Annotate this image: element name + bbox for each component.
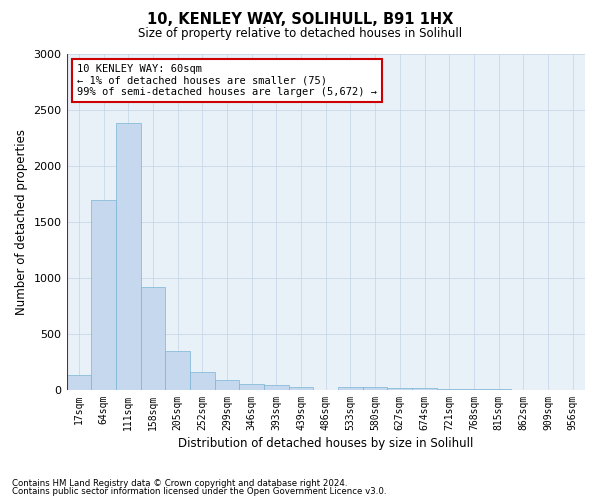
Bar (363, 386, 388, 390)
Y-axis label: Number of detached properties: Number of detached properties (15, 129, 28, 315)
Bar (91, 200, 116, 390)
Text: 10 KENLEY WAY: 60sqm
← 1% of detached houses are smaller (75)
99% of semi-detach: 10 KENLEY WAY: 60sqm ← 1% of detached ho… (77, 64, 377, 98)
Bar (116, 124, 140, 390)
Text: 10, KENLEY WAY, SOLIHULL, B91 1HX: 10, KENLEY WAY, SOLIHULL, B91 1HX (147, 12, 453, 28)
Bar (289, 386, 313, 390)
Bar (140, 287, 165, 390)
Text: Contains public sector information licensed under the Open Government Licence v3: Contains public sector information licen… (12, 487, 386, 496)
Bar (165, 351, 190, 390)
Bar (338, 386, 363, 390)
X-axis label: Distribution of detached houses by size in Solihull: Distribution of detached houses by size … (178, 437, 473, 450)
Bar (239, 384, 264, 390)
Bar (264, 386, 289, 390)
Bar (437, 389, 461, 390)
Text: Contains HM Land Registry data © Crown copyright and database right 2024.: Contains HM Land Registry data © Crown c… (12, 478, 347, 488)
Bar (67, 376, 91, 390)
Bar (190, 372, 215, 390)
Bar (215, 380, 239, 390)
Bar (412, 388, 437, 390)
Bar (461, 389, 486, 390)
Text: Size of property relative to detached houses in Solihull: Size of property relative to detached ho… (138, 28, 462, 40)
Bar (388, 388, 412, 390)
